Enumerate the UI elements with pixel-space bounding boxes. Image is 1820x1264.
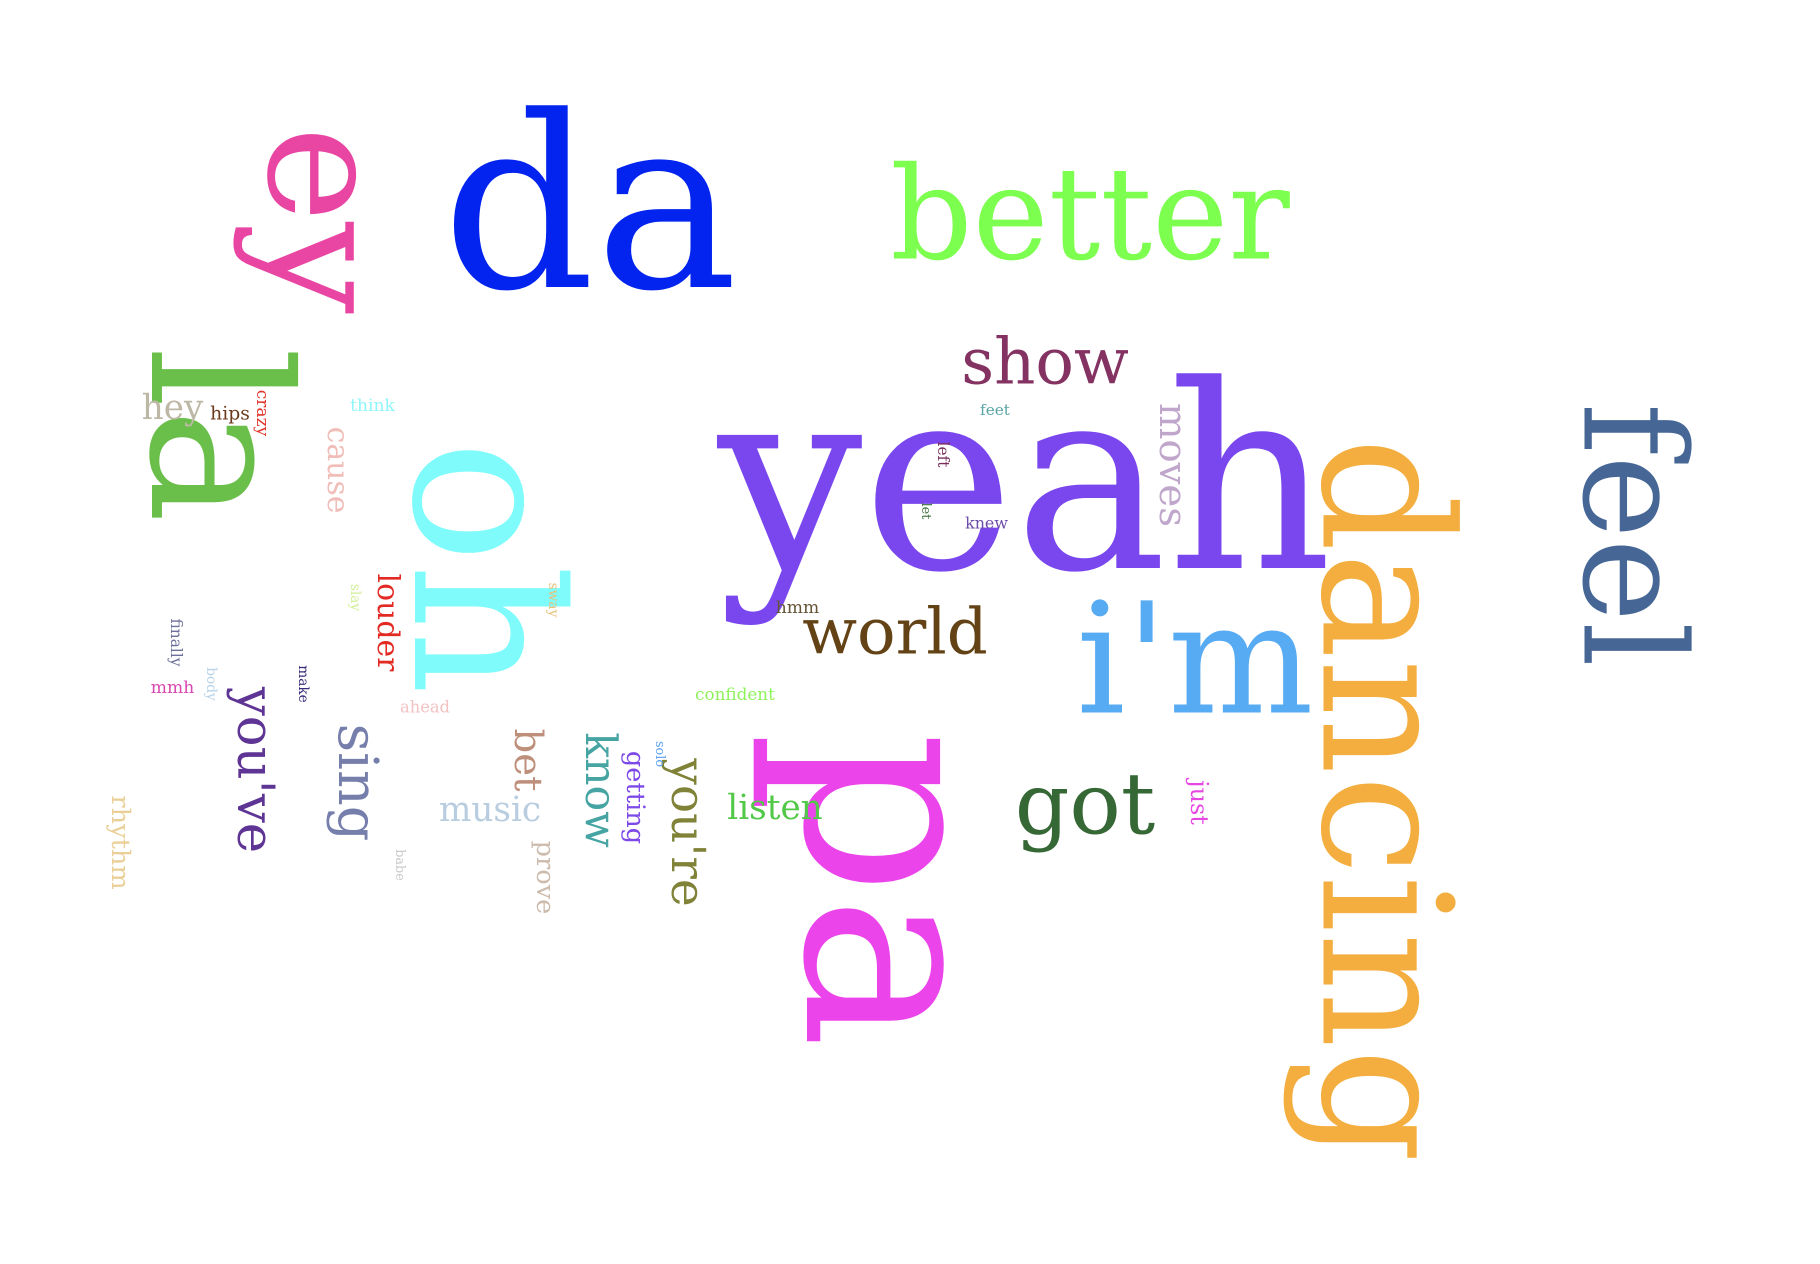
word-just: just — [1185, 777, 1213, 825]
word-ahead: ahead — [400, 698, 450, 717]
word-let: let — [918, 503, 933, 521]
word-pa: pa — [746, 732, 1044, 1049]
word-body: body — [203, 667, 219, 701]
word-oh: oh — [366, 440, 604, 695]
word-make: make — [295, 665, 311, 703]
word-la: la — [106, 347, 329, 523]
word-dancing: dancing — [1281, 437, 1490, 1163]
word-hey: hey — [142, 388, 204, 428]
word-music: music — [439, 790, 541, 830]
word-prove: prove — [530, 841, 560, 915]
word-youre: you're — [660, 757, 715, 906]
word-confident: confident — [695, 684, 775, 704]
word-know: know — [575, 732, 625, 848]
word-youve: you've — [225, 686, 285, 853]
word-im: i'm — [1076, 571, 1313, 750]
word-moves: moves — [1150, 403, 1195, 527]
word-getting: getting — [620, 751, 650, 844]
word-world: world — [802, 596, 988, 670]
word-got: got — [1015, 756, 1156, 855]
word-solo: solo — [652, 741, 667, 767]
word-hmm: hmm — [776, 598, 819, 618]
word-yeah: yeah — [714, 331, 1333, 629]
word-bet: bet — [505, 729, 550, 792]
word-think: think — [350, 396, 395, 416]
word-mmh: mmh — [151, 678, 194, 698]
word-rhythm: rhythm — [105, 795, 135, 889]
word-feet: feet — [980, 401, 1011, 419]
word-left: left — [934, 442, 952, 469]
word-finally: finally — [167, 619, 185, 667]
word-knew: knew — [965, 514, 1008, 533]
word-listen: listen — [727, 788, 822, 828]
word-sway: sway — [545, 583, 561, 618]
word-cause: cause — [320, 427, 355, 514]
word-feel: feel — [1551, 403, 1715, 667]
word-da: da — [442, 66, 738, 344]
word-crazy: crazy — [252, 390, 272, 437]
word-ey: ey — [231, 126, 420, 314]
word-slay: slay — [347, 584, 363, 612]
word-louder: louder — [370, 574, 405, 673]
word-sing: sing — [325, 724, 390, 842]
word-hips: hips — [210, 404, 250, 425]
word-better: better — [890, 141, 1290, 290]
word-babe: babe — [392, 849, 407, 881]
word-show: show — [961, 326, 1129, 400]
